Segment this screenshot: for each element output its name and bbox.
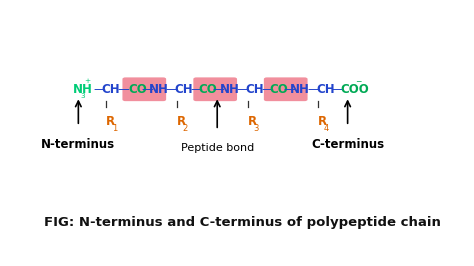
Text: 4: 4 [324, 124, 329, 133]
Text: +: + [84, 78, 91, 85]
Text: 2: 2 [182, 124, 188, 133]
Text: 3: 3 [81, 93, 85, 99]
Text: N-terminus: N-terminus [41, 138, 115, 151]
Text: —: — [166, 83, 178, 96]
Text: CH: CH [102, 83, 120, 96]
Text: −: − [355, 77, 361, 86]
Text: CH: CH [316, 83, 335, 96]
Text: R: R [248, 115, 257, 127]
Text: R: R [106, 115, 115, 127]
Text: CO: CO [199, 83, 218, 96]
Text: —: — [283, 83, 295, 96]
Text: —: — [261, 83, 273, 96]
Text: —: — [117, 83, 129, 96]
Text: CO: CO [269, 83, 288, 96]
Text: FIG: N-terminus and C-terminus of polypeptide chain: FIG: N-terminus and C-terminus of polype… [45, 215, 441, 228]
Text: CH: CH [174, 83, 193, 96]
FancyBboxPatch shape [122, 77, 166, 101]
Text: —: — [212, 83, 224, 96]
Text: Peptide bond: Peptide bond [181, 143, 254, 152]
Text: CO: CO [128, 83, 146, 96]
Text: COO: COO [340, 83, 369, 96]
FancyBboxPatch shape [193, 77, 237, 101]
FancyBboxPatch shape [264, 77, 308, 101]
Text: —: — [331, 83, 343, 96]
Text: NH: NH [290, 83, 310, 96]
Text: NH: NH [219, 83, 239, 96]
Text: NH: NH [148, 83, 168, 96]
Text: R: R [318, 115, 328, 127]
Text: —: — [237, 83, 248, 96]
Text: —: — [307, 83, 319, 96]
Text: —: — [93, 83, 105, 96]
Text: 3: 3 [254, 124, 259, 133]
Text: —: — [142, 83, 153, 96]
Text: CH: CH [246, 83, 264, 96]
Text: C-terminus: C-terminus [311, 138, 384, 151]
Text: R: R [177, 115, 186, 127]
Text: —: — [190, 83, 202, 96]
Text: 1: 1 [112, 124, 117, 133]
Text: NH: NH [73, 83, 93, 96]
